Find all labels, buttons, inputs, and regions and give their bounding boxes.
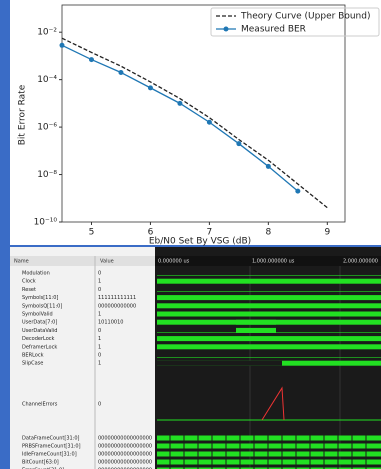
signal-name: ChannelErrors — [22, 402, 58, 408]
x-tick-label: 7 — [207, 228, 213, 238]
signal-value: 00000000000000000 — [98, 460, 152, 466]
signal-name: Clock — [22, 279, 36, 285]
signal-name: UserData[7:0] — [22, 320, 57, 326]
y-tick-label: 10⁻⁶ — [37, 123, 57, 133]
chart-bg — [10, 0, 381, 245]
y-tick-label: 10⁻⁴ — [37, 75, 57, 85]
signal-name: BitCount[63:0] — [22, 460, 59, 466]
time-label: 1,000.000000 us — [252, 259, 295, 265]
signal-value: 0 — [98, 271, 101, 277]
x-tick-label: 5 — [89, 228, 95, 238]
y-label: Bit Error Rate — [18, 84, 28, 145]
signal-name: Reset — [22, 287, 36, 293]
signal-value: 0 — [98, 287, 101, 293]
wave — [157, 279, 381, 284]
signal-name: PRBSFrameCount[31:0] — [22, 444, 81, 450]
time-label: 2,000.000000 — [343, 259, 378, 265]
signal-value: 1 — [98, 336, 101, 342]
marker — [207, 120, 212, 125]
wave — [157, 312, 381, 317]
wave — [157, 436, 381, 441]
wave — [157, 460, 381, 465]
legend-marker — [224, 27, 229, 32]
x-tick-label: 8 — [265, 228, 271, 238]
x-tick-label: 6 — [148, 228, 154, 238]
header-bar — [10, 256, 155, 266]
signal-name: IdleFrameCount[31:0] — [22, 452, 77, 458]
marker — [266, 164, 271, 169]
legend-label: Theory Curve (Upper Bound) — [240, 12, 370, 22]
signal-value: 1 — [98, 279, 101, 285]
signal-value: 1 — [98, 344, 101, 350]
signal-value: 00000000000000000 — [98, 452, 152, 458]
wave — [157, 444, 381, 449]
header: Name — [14, 259, 29, 265]
header: Value — [100, 259, 114, 265]
marker — [177, 101, 182, 106]
signal-name: DecoderLock — [22, 336, 55, 342]
y-tick-label: 10⁻⁸ — [37, 170, 57, 180]
wave — [157, 344, 381, 349]
signal-name: DataFrameCount[31:0] — [22, 436, 80, 442]
signal-value: 1 — [98, 312, 101, 318]
wave — [157, 357, 381, 358]
wave-pulse — [236, 328, 276, 333]
wave — [157, 336, 381, 341]
x-tick-label: 9 — [324, 228, 330, 238]
signal-value: 0 — [98, 402, 101, 408]
marker — [295, 189, 300, 194]
wave-gap — [157, 361, 282, 366]
time-label: 0.000000 us — [158, 259, 190, 265]
signal-name: DeframerLock — [22, 344, 57, 350]
signal-value: 00000000000000000 — [98, 444, 152, 450]
signal-name: SymbolsQ[11:0] — [22, 303, 62, 309]
wave — [157, 291, 381, 292]
signal-name: Symbols[11:0] — [22, 295, 58, 301]
signal-value: 111111111111 — [98, 295, 136, 301]
signal-value: 10110010 — [98, 320, 123, 326]
signal-value: 0 — [98, 353, 101, 359]
signal-value: 00000000000000000 — [98, 436, 152, 442]
wave — [157, 295, 381, 300]
signal-name: SlipCase — [22, 361, 43, 367]
wave-pulse — [236, 320, 276, 325]
signal-name: UserDataValid — [22, 328, 57, 334]
page: {"chart_data":{"type":"line","x_label":"… — [0, 0, 381, 469]
marker — [60, 43, 65, 48]
signal-value: 0 — [98, 328, 101, 334]
wave — [157, 303, 381, 308]
y-tick-label: 10⁻² — [37, 28, 57, 38]
signal-name: SymbolValid — [22, 312, 53, 318]
y-tick-label: 10⁻¹⁰ — [34, 218, 58, 228]
marker — [118, 70, 123, 75]
signal-value: 1 — [98, 361, 101, 367]
wave — [157, 275, 381, 276]
marker — [89, 57, 94, 62]
screen: Name Value 0.000000 us 1,000.000000 us 2… — [0, 0, 381, 469]
legend-label: Measured BER — [241, 25, 306, 35]
x-label: Eb/N0 Set By VSG (dB) — [149, 237, 251, 247]
wave — [157, 452, 381, 457]
marker — [148, 85, 153, 90]
signal-name: BERLock — [22, 353, 44, 359]
signal-name: Modulation — [22, 271, 50, 277]
signal-value: 000000000000 — [98, 303, 136, 309]
marker — [236, 141, 241, 146]
